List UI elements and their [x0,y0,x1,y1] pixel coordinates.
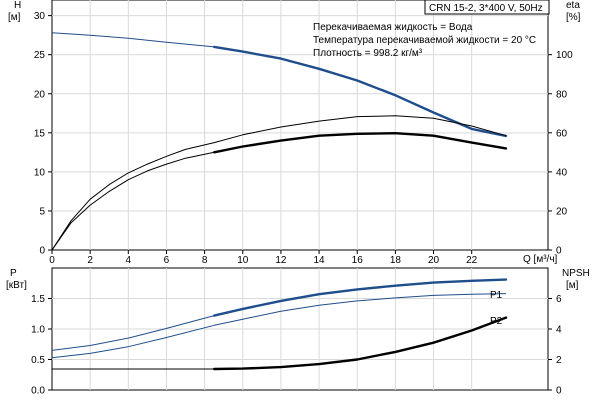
x-tick-label: 22 [466,255,478,266]
top-x-tick-labels: 0 2 4 6 8 10 12 14 16 18 20 22 [49,250,478,266]
efficiency-axis-unit: [%] [566,12,581,23]
right-tick-label: 0 [556,386,562,397]
NPSH-curve [52,317,507,370]
top-plot-frame [51,0,549,251]
right-tick-label: 100 [556,50,573,61]
left-tick-label: 0 [39,246,45,257]
info-density: Плотность = 998.2 кг/м³ [313,48,423,59]
right-tick-label: 6 [556,294,562,305]
bottom-panel: 0.0 0.5 1.0 1.5 0 2 4 6 P [кВт] NPSH [м] P1 P2 [6,267,590,397]
top-panel: 0 2 4 6 8 10 12 14 16 18 20 22 0 5 10 15 20 25 30 0 20 40 60… [8,0,581,266]
bottom-series [51,278,508,371]
P2-curve [51,293,507,359]
npsh-axis-label: NPSH [562,268,590,279]
p2-series-label: P2 [490,316,503,327]
left-tick-label: 15 [34,128,46,139]
efficiency-axis-tick-labels: 0 20 40 60 80 100 [548,50,573,257]
left-tick-label: 1.5 [31,294,45,305]
H-operating-range [213,45,508,138]
x-tick-label: 4 [126,255,132,266]
info-liquid: Перекачиваемая жидкость = Вода [313,22,473,33]
left-tick-label: 0.0 [31,386,45,397]
efficiency-axis-label: eta [566,0,580,11]
pump-model-label: CRN 15-2, 3*400 V, 50Hz [429,3,543,14]
x-tick-label: 10 [237,255,249,266]
right-tick-label: 80 [556,89,568,100]
eta_total-curve [51,132,507,251]
left-tick-label: 1.0 [31,325,45,336]
x-tick-label: 0 [49,255,55,266]
eta_total-operating-range [213,132,508,154]
head-axis-tick-labels: 0 5 10 15 20 25 30 [34,11,52,257]
x-tick-label: 16 [352,255,364,266]
left-tick-label: 30 [34,11,46,22]
top-gridlines [52,0,548,250]
left-tick-label: 5 [39,206,45,217]
left-tick-label: 25 [34,50,46,61]
head-axis-label: H [14,0,21,11]
right-tick-label: 2 [556,355,562,366]
npsh-axis-tick-labels: 0 2 4 6 [548,294,562,397]
NPSH-operating-range [213,316,508,371]
P1-curve [51,279,507,351]
head-axis-unit: [м] [8,12,21,23]
right-tick-label: 20 [556,206,568,217]
x-tick-label: 12 [275,255,287,266]
x-tick-label: 8 [202,255,208,266]
x-tick-label: 20 [428,255,440,266]
x-tick-label: 6 [164,255,170,266]
power-axis-label: P [10,268,17,279]
right-tick-label: 0 [556,246,562,257]
x-tick-label: 2 [87,255,93,266]
p1-series-label: P1 [490,290,503,301]
right-tick-label: 4 [556,325,562,336]
right-tick-label: 40 [556,167,568,178]
top-series [51,32,508,251]
eta_pump-curve [51,115,507,251]
power-axis-tick-labels: 0.0 0.5 1.0 1.5 [31,294,52,397]
power-axis-unit: [кВт] [6,280,27,291]
left-tick-label: 0.5 [31,355,45,366]
left-tick-label: 10 [34,167,46,178]
left-tick-label: 20 [34,89,46,100]
x-tick-label: 18 [390,255,402,266]
npsh-axis-unit: [м] [566,280,579,291]
pump-model-box [424,0,550,15]
info-temperature: Температура перекачиваемой жидкости = 20… [313,35,536,46]
x-tick-label: 14 [314,255,326,266]
P1-operating-range [213,278,508,317]
flow-axis-label: Q [м³/ч] [523,254,558,265]
right-tick-label: 60 [556,128,568,139]
H-curve [51,32,507,137]
